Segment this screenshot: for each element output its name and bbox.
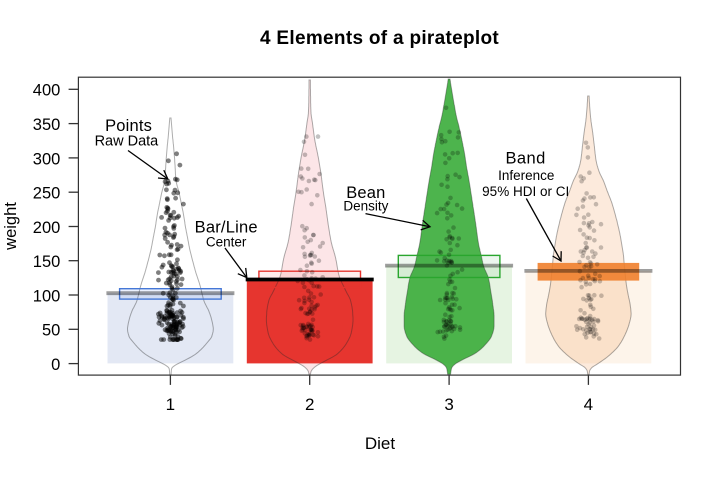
svg-text:Inference: Inference: [498, 168, 554, 183]
svg-text:4 Elements of a pirateplot: 4 Elements of a pirateplot: [260, 28, 499, 49]
svg-text:weight: weight: [2, 202, 20, 251]
svg-text:50: 50: [42, 322, 60, 340]
svg-text:Bean: Bean: [346, 184, 385, 202]
svg-text:Center: Center: [206, 234, 247, 249]
svg-text:350: 350: [33, 116, 61, 134]
svg-text:Density: Density: [343, 198, 388, 213]
svg-text:Bar/Line: Bar/Line: [195, 219, 258, 237]
svg-text:2: 2: [305, 395, 314, 414]
svg-text:4: 4: [584, 395, 593, 414]
svg-text:300: 300: [33, 150, 61, 168]
svg-text:95% HDI or CI: 95% HDI or CI: [482, 184, 569, 199]
svg-text:100: 100: [33, 287, 61, 305]
svg-text:0: 0: [51, 356, 60, 374]
svg-text:Points: Points: [105, 117, 152, 135]
svg-text:Band: Band: [506, 149, 546, 167]
svg-text:Diet: Diet: [365, 434, 396, 453]
svg-text:3: 3: [444, 395, 453, 414]
svg-text:200: 200: [33, 219, 61, 237]
svg-text:Raw Data: Raw Data: [95, 133, 160, 149]
svg-text:250: 250: [33, 185, 61, 203]
svg-text:1: 1: [166, 395, 175, 414]
svg-text:150: 150: [33, 253, 61, 271]
svg-text:400: 400: [33, 82, 61, 100]
